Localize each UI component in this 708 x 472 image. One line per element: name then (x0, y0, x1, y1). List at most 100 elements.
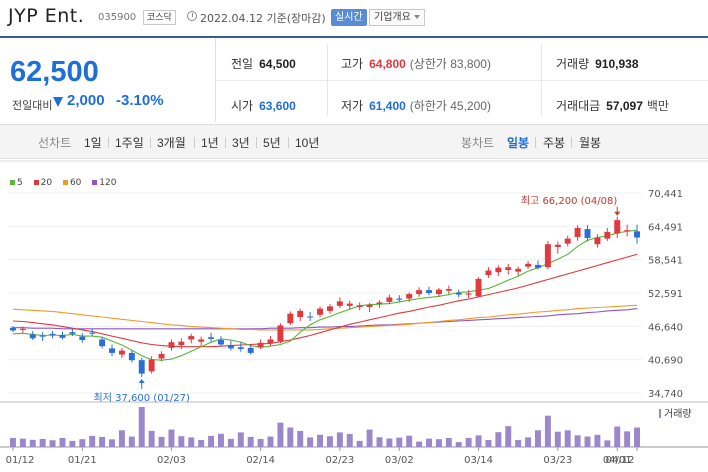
volume-bar (505, 426, 512, 447)
candle-body (29, 334, 36, 339)
candle-body (406, 294, 413, 299)
tab-3y[interactable]: 3년 (232, 136, 250, 150)
market-badge: 코스닥 (143, 10, 176, 25)
volume-bar (416, 441, 423, 447)
prev-close: 전일 64,500 (231, 55, 296, 72)
col-divider (541, 44, 542, 116)
volume-bar (19, 438, 26, 447)
tab-10y[interactable]: 10년 (295, 136, 320, 150)
legend-label: 120 (99, 178, 117, 188)
candle-body (79, 336, 86, 341)
lower-limit: (하한가 45,200) (409, 99, 491, 113)
tab-separator (571, 137, 572, 148)
stock-name: JYP Ent. (8, 5, 85, 27)
volume-legend-swatch (659, 409, 661, 418)
candle-body (19, 328, 26, 330)
candle (475, 277, 482, 298)
volume-bar (614, 426, 621, 447)
stock-header: JYP Ent. 035900 코스닥 2022.04.12 기준(장마감) 실… (0, 0, 708, 36)
volume-bar (376, 437, 383, 447)
candle-body (386, 297, 393, 302)
stock-chart[interactable]: 70,441 64,491 58,541 52,591 46,640 40,690 34,7… (0, 160, 708, 472)
volume-bar (406, 435, 413, 447)
candle-chart-label: 봉차트 (461, 136, 495, 150)
candle-body (257, 342, 264, 348)
candle-body (465, 293, 472, 295)
volume-label: 거래량 (556, 57, 590, 71)
candle (346, 300, 353, 310)
volume-bar (445, 437, 452, 447)
company-info-dropdown[interactable]: 기업개요 (369, 9, 425, 26)
candle-body (634, 231, 641, 238)
candle-body (178, 341, 185, 346)
candle (69, 328, 76, 337)
volume-bar (9, 437, 16, 447)
candle (277, 323, 284, 344)
chart-legend: 5 20 60 120 (10, 178, 124, 188)
candle (29, 331, 36, 341)
candle-body (277, 325, 284, 342)
volume-bar (158, 436, 165, 447)
tab-1w[interactable]: 1주일 (115, 136, 144, 150)
candle-body (307, 316, 314, 318)
volume-bar (326, 436, 333, 447)
volume-bar (554, 431, 561, 447)
candle (227, 340, 234, 351)
candle-body (39, 335, 46, 337)
candle-body (267, 339, 274, 344)
low-price: 저가 61,400 (하한가 45,200) (341, 97, 491, 114)
candle (336, 297, 343, 309)
volume-bar (475, 435, 482, 447)
candle-body (594, 237, 601, 245)
volume-bar (346, 433, 353, 447)
candle-body (49, 333, 56, 336)
candle (168, 339, 175, 351)
candle (515, 266, 522, 276)
candle (326, 304, 333, 314)
open-value: 63,600 (259, 99, 296, 113)
x-tick-label: 02/03 (157, 455, 186, 466)
y-tick-label: 40,690 (648, 356, 683, 367)
volume-bar (386, 438, 393, 447)
tab-separator (194, 137, 195, 148)
candle (574, 225, 581, 241)
volume-bar (69, 440, 76, 447)
candle-body (455, 292, 462, 295)
down-triangle-icon (53, 97, 63, 107)
candle-body (297, 310, 304, 318)
tab-5y[interactable]: 5년 (263, 136, 281, 150)
tab-weekly[interactable]: 주봉 (543, 136, 566, 150)
realtime-button[interactable]: 실시간 (331, 9, 367, 26)
x-tick-label: 03/23 (543, 455, 572, 466)
volume-bar (535, 430, 541, 447)
volume-bar (584, 436, 591, 447)
tab-separator (256, 137, 257, 148)
candle (287, 311, 294, 325)
volume-bar (287, 427, 294, 447)
low-value: 61,400 (369, 99, 406, 113)
candle-body (515, 268, 522, 272)
candle-body (445, 289, 452, 291)
volume-bar (307, 437, 314, 447)
tab-1d[interactable]: 1일 (84, 136, 102, 150)
x-tick-label: 02/23 (325, 455, 354, 466)
volume-bar (79, 439, 86, 447)
tab-daily[interactable]: 일봉 (507, 136, 530, 150)
legend-item-ma20: 20 (33, 178, 52, 188)
candle (128, 350, 135, 363)
candle-body (69, 332, 76, 334)
col-divider (327, 44, 328, 116)
volume-bar (356, 440, 363, 447)
candle (307, 311, 314, 321)
candle (317, 306, 324, 318)
tab-monthly[interactable]: 월봉 (579, 136, 602, 150)
tab-1y[interactable]: 1년 (201, 136, 219, 150)
candle-body (326, 306, 333, 311)
legend-swatch (10, 180, 15, 185)
y-tick-label: 46,640 (648, 322, 683, 333)
candle-body (624, 230, 631, 232)
volume-bar (247, 436, 254, 447)
candle-body (118, 350, 125, 355)
candle (208, 332, 215, 342)
tab-3m[interactable]: 3개월 (157, 136, 186, 150)
